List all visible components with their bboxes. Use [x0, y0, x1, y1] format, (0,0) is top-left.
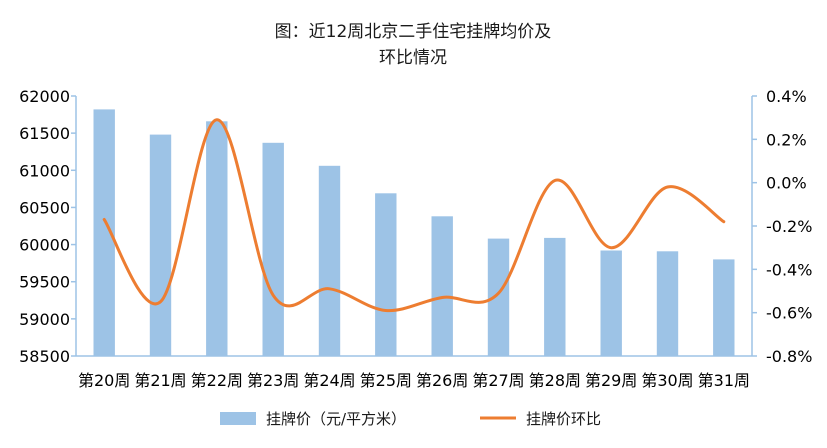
- y-left-tick-label-5: 60000: [19, 236, 70, 255]
- y-left-tick-label-3: 61000: [19, 161, 70, 180]
- y-right-tick-label-3: 0.0%: [766, 174, 807, 193]
- y-left-tick-label-2: 61500: [19, 124, 70, 143]
- bar-11: [656, 251, 679, 356]
- y-left-tick-label-1: 62000: [19, 87, 70, 106]
- y-right-tick-label-4: -0.2%: [766, 217, 812, 236]
- line-series: [102, 118, 726, 313]
- legend-label-line: 挂牌价环比: [526, 410, 601, 428]
- x-tick-label-9: 第28周: [529, 371, 581, 390]
- y-left-tick-label-4: 60500: [19, 198, 70, 217]
- bar-6: [375, 193, 397, 356]
- y-right-tick-label-6: -0.6%: [766, 304, 812, 323]
- x-tick-label-6: 第25周: [360, 371, 412, 390]
- y-right-tick-label-2: 0.2%: [766, 130, 807, 149]
- x-tick-label-12: 第31周: [698, 371, 750, 390]
- x-tick-label-1: 第20周: [78, 371, 130, 390]
- bar-1: [93, 109, 115, 357]
- x-tick-label-2: 第21周: [134, 371, 186, 390]
- bar-9: [544, 237, 566, 356]
- chart-title-line-2: 环比情况: [379, 48, 447, 68]
- x-tick-label-8: 第27周: [472, 371, 524, 390]
- bar-3: [206, 121, 228, 356]
- bar-8: [487, 238, 510, 356]
- axes: [71, 95, 757, 357]
- chart-title: 图：近12周北京二手住宅挂牌均价及 环比情况: [275, 22, 552, 68]
- bar-10: [600, 250, 622, 356]
- chart-title-line-1: 图：近12周北京二手住宅挂牌均价及: [275, 22, 552, 42]
- bar-5: [318, 165, 341, 356]
- y-left-tick-label-8: 58500: [19, 347, 70, 366]
- bar-2: [149, 134, 172, 356]
- legend-label-bars: 挂牌价（元/平方米）: [266, 410, 406, 428]
- x-tick-label-11: 第30周: [641, 371, 693, 390]
- tick-labels: 62000 61500 61000 60500 60000 59500 59000 58500…: [19, 87, 812, 390]
- x-tick-label-7: 第26周: [416, 371, 468, 390]
- y-left-tick-label-7: 59000: [19, 310, 70, 329]
- bar-series: [93, 109, 735, 357]
- line-path: [102, 118, 726, 313]
- legend: 挂牌价（元/平方米） 挂牌价环比: [220, 410, 601, 428]
- x-tick-label-3: 第22周: [191, 371, 243, 390]
- bar-7: [431, 216, 453, 356]
- y-right-tick-label-5: -0.4%: [766, 260, 812, 279]
- bar-12: [713, 259, 735, 356]
- x-tick-label-5: 第24周: [303, 371, 355, 390]
- bar-4: [262, 142, 284, 356]
- y-right-tick-label-7: -0.8%: [766, 347, 812, 366]
- legend-swatch-bars: [220, 412, 256, 425]
- x-tick-label-4: 第23周: [247, 371, 299, 390]
- y-left-tick-label-6: 59500: [19, 273, 70, 292]
- x-tick-label-10: 第29周: [585, 371, 637, 390]
- y-right-tick-label-1: 0.4%: [766, 87, 807, 106]
